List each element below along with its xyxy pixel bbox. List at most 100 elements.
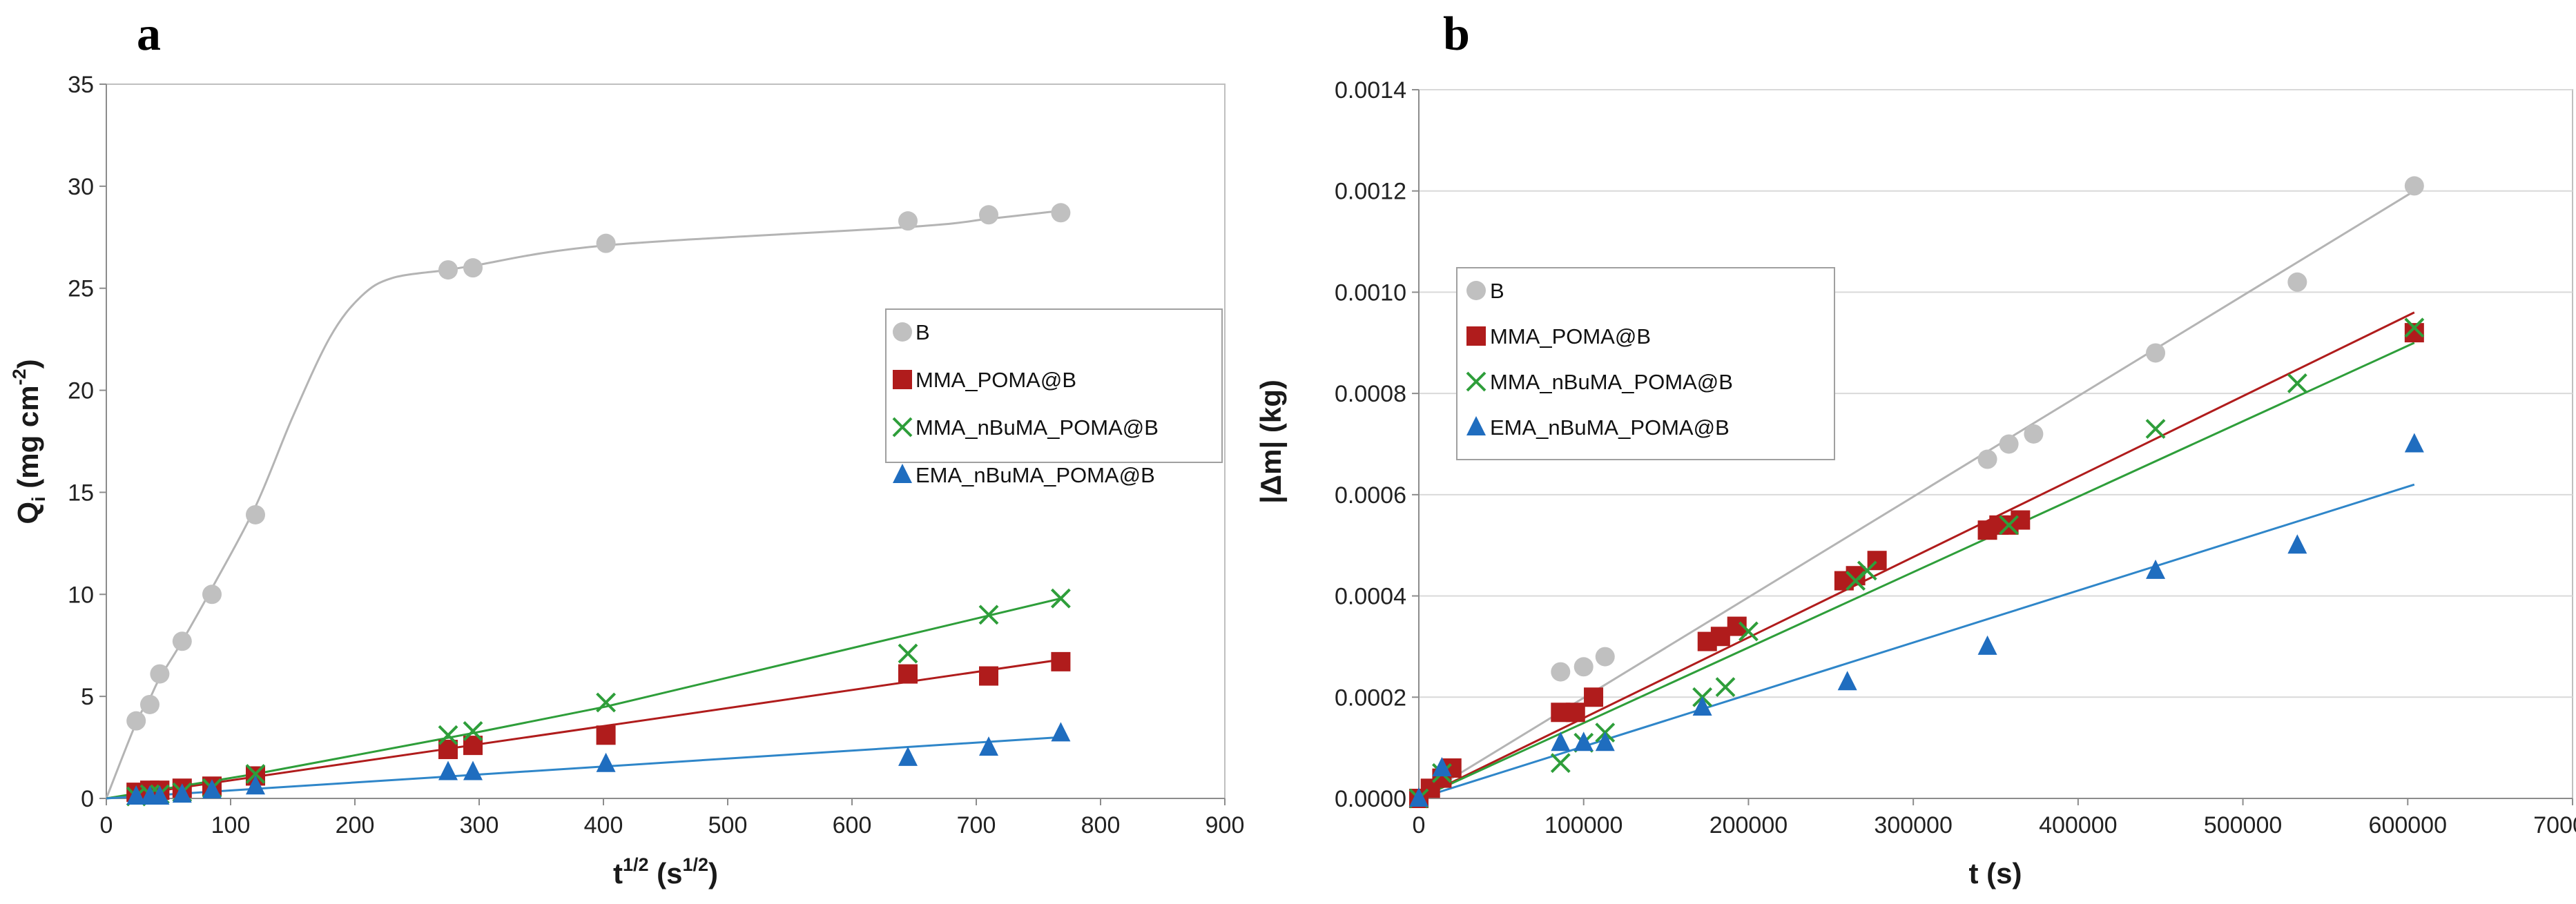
a-x-tick-label-2: 200	[336, 812, 375, 838]
a-point-b-5	[202, 584, 222, 605]
b-point-b-6	[1999, 434, 2019, 454]
b-y-tick-label-2: 0.0004	[1335, 584, 1406, 610]
b-fit-line-mma-nbuma-poma-b	[1418, 342, 2415, 800]
a-point-b-1	[126, 711, 146, 731]
a-x-tick-label-7: 700	[957, 812, 996, 838]
a-y-tick-label-3: 15	[68, 480, 94, 506]
b-point-mma-poma-b-7	[1584, 687, 1604, 707]
a-x-tick-label-4: 400	[584, 812, 623, 838]
panel-b-legend-label-b: B	[1490, 279, 1504, 303]
b-legend-marker-mma-nbuma-poma-b	[1466, 371, 1486, 392]
a-y-tick-label-4: 20	[68, 378, 94, 404]
a-legend-marker-mma-nbuma-poma-b	[892, 417, 913, 438]
panel-b-x-ticks: 0 100000 200000 300000 400000 500000 600000 700…	[1413, 798, 2576, 838]
panel-b-chart: b 0.00000.00020.00040.00060.00080.00100.…	[1255, 8, 2576, 890]
a-point-b-4	[172, 631, 192, 651]
a-x-tick-label-5: 500	[708, 812, 748, 838]
a-point-mma-poma-b-12	[1051, 651, 1071, 671]
panel-a-chart: a 0 5 10 15 20 25 30 35 0 100 200 300 400 500 600 700 8…	[9, 8, 1244, 890]
panel-a-legend-label-b: B	[916, 320, 930, 344]
a-point-mma-nbuma-poma-b-10	[898, 643, 918, 664]
a-x-tick-label-6: 600	[833, 812, 872, 838]
b-point-mma-nbuma-poma-b-11	[1999, 515, 2020, 535]
a-point-b-11	[979, 205, 998, 225]
a-point-mma-nbuma-poma-b-8	[463, 720, 483, 741]
a-point-b-3	[150, 664, 170, 684]
panel-b-y-ticks: 0.0000 0.0002 0.0004 0.0006 0.0008 0.0010 0.00…	[1335, 77, 1419, 812]
b-x-tick-label-5: 500000	[2204, 812, 2282, 838]
a-point-ema-nbuma-poma-b-5	[202, 779, 222, 799]
a-point-b-7	[438, 260, 458, 280]
a-point-ema-nbuma-poma-b-8	[463, 760, 483, 780]
panel-a-legend-markers	[892, 322, 913, 483]
b-point-mma-poma-b-6	[1565, 702, 1585, 723]
panel-a-fit-lines	[105, 209, 1061, 800]
a-y-tick-label-2: 10	[68, 582, 94, 608]
a-legend-marker-ema-nbuma-poma-b	[893, 464, 912, 483]
a-point-b-9	[596, 233, 616, 253]
b-point-ema-nbuma-poma-b-1	[1409, 787, 1429, 807]
b-x-tick-label-4: 400000	[2039, 812, 2117, 838]
b-point-b-7	[2024, 424, 2044, 444]
b-y-tick-label-0: 0.0000	[1335, 786, 1406, 812]
b-y-tick-label-6: 0.0012	[1335, 179, 1406, 205]
b-point-b-2	[1551, 662, 1571, 682]
panel-a-legend-label-ema-nbuma: EMA_nBuMA_POMA@B	[916, 463, 1155, 487]
b-point-mma-nbuma-poma-b-13	[2287, 373, 2307, 393]
b-y-tick-label-5: 0.0010	[1335, 279, 1406, 306]
b-x-tick-label-1: 100000	[1544, 812, 1623, 838]
a-point-mma-nbuma-poma-b-7	[438, 725, 458, 745]
b-y-tick-label-4: 0.0008	[1335, 381, 1406, 407]
b-point-ema-nbuma-poma-b-10	[2287, 534, 2307, 554]
b-point-b-4	[1595, 647, 1615, 667]
b-point-b-3	[1573, 657, 1594, 677]
panel-a-data-marks	[126, 203, 1071, 807]
a-point-mma-nbuma-poma-b-9	[596, 692, 617, 713]
b-point-ema-nbuma-poma-b-3	[1551, 731, 1571, 751]
panel-b-x-axis-title: t (s)	[1969, 857, 2022, 890]
panel-a-letter: a	[137, 8, 161, 61]
a-point-ema-nbuma-poma-b-9	[596, 752, 616, 772]
panel-a-y-ticks: 0 5 10 15 20 25 30 35	[68, 72, 106, 812]
a-y-tick-label-6: 30	[68, 174, 94, 200]
b-x-tick-label-6: 600000	[2369, 812, 2447, 838]
b-point-ema-nbuma-poma-b-7	[1837, 671, 1857, 691]
panel-b-legend-label-mma-poma: MMA_POMA@B	[1490, 324, 1651, 348]
a-x-tick-label-0: 0	[100, 812, 113, 838]
b-legend-marker-mma-poma-b	[1466, 326, 1486, 346]
b-legend-marker-ema-nbuma-poma-b	[1466, 416, 1486, 435]
a-point-b-12	[1051, 203, 1071, 223]
a-legend-marker-b	[893, 322, 912, 342]
panel-b-legend-label-ema-nbuma: EMA_nBuMA_POMA@B	[1490, 415, 1730, 440]
a-point-b-8	[463, 258, 483, 278]
a-point-b-2	[140, 694, 159, 714]
b-x-tick-label-0: 0	[1413, 812, 1426, 838]
panel-a-legend-label-mma-poma: MMA_POMA@B	[916, 368, 1076, 392]
a-point-ema-nbuma-poma-b-3	[150, 785, 170, 805]
panel-a-x-axis-title: t1/2 (s1/2)	[613, 854, 718, 890]
b-x-tick-label-2: 200000	[1710, 812, 1788, 838]
panel-b-legend-box	[1456, 267, 1835, 460]
b-point-mma-nbuma-poma-b-3	[1550, 753, 1571, 774]
b-point-mma-nbuma-poma-b-10	[1857, 560, 1877, 581]
b-point-b-9	[2287, 272, 2307, 292]
a-legend-marker-mma-poma-b	[893, 370, 912, 389]
panel-a-legend-box	[885, 308, 1223, 463]
panel-b-legend-label-mma-nbuma: MMA_nBuMA_POMA@B	[1490, 370, 1733, 394]
a-x-tick-label-1: 100	[211, 812, 251, 838]
a-point-ema-nbuma-poma-b-1	[126, 785, 146, 805]
b-y-tick-label-7: 0.0014	[1335, 77, 1406, 104]
b-point-mma-nbuma-poma-b-12	[2145, 419, 2166, 439]
b-point-ema-nbuma-poma-b-6	[1692, 696, 1712, 716]
a-point-mma-poma-b-10	[898, 664, 918, 684]
b-point-mma-nbuma-poma-b-7	[1715, 677, 1736, 698]
panel-b-letter: b	[1443, 8, 1470, 61]
panel-a-legend: B MMA_POMA@B MMA_nBuMA_POMA@B EMA_nBuMA_…	[885, 308, 1223, 487]
a-point-ema-nbuma-poma-b-7	[438, 760, 458, 780]
a-y-tick-label-7: 35	[68, 72, 94, 98]
b-point-ema-nbuma-poma-b-9	[2146, 559, 2166, 579]
a-point-b-10	[898, 211, 918, 231]
b-point-mma-nbuma-poma-b-14	[2404, 317, 2425, 338]
a-x-tick-label-3: 300	[460, 812, 499, 838]
